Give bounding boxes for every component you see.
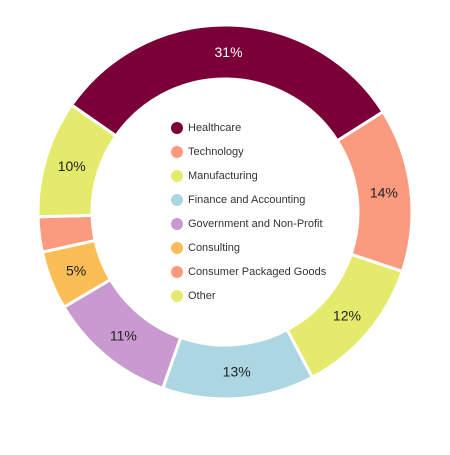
legend-swatch <box>171 242 183 254</box>
legend-swatch <box>171 122 183 134</box>
legend-swatch <box>171 146 183 158</box>
legend: Healthcare Technology Manufacturing Finance… <box>171 122 327 302</box>
legend-swatch <box>171 266 183 278</box>
legend-item: Consumer Packaged Goods <box>171 266 327 278</box>
slice-labels-layer: 31% 14% 12% 13% 11% 5% 10% <box>58 44 398 380</box>
slice-label-healthcare: 31% <box>215 44 243 60</box>
slice-label-government-and-non-profit: 11% <box>110 328 137 344</box>
legend-label: Government and Non-Profit <box>188 218 323 230</box>
legend-item: Healthcare <box>171 122 241 134</box>
legend-item: Other <box>171 290 216 302</box>
legend-swatch <box>171 170 183 182</box>
legend-item: Technology <box>171 146 244 158</box>
legend-label: Consumer Packaged Goods <box>188 266 327 278</box>
legend-item: Manufacturing <box>171 170 258 182</box>
legend-item: Finance and Accounting <box>171 194 305 206</box>
legend-label: Manufacturing <box>188 170 258 182</box>
legend-label: Healthcare <box>188 122 241 134</box>
slice-other <box>36 102 119 219</box>
legend-label: Consulting <box>188 242 240 254</box>
slice-label-other: 10% <box>58 158 86 174</box>
legend-item: Government and Non-Profit <box>171 218 323 230</box>
legend-label: Other <box>188 290 216 302</box>
legend-swatch <box>171 194 183 206</box>
slice-label-consulting: 5% <box>66 263 86 279</box>
slices-layer <box>36 23 414 401</box>
slice-label-technology: 14% <box>370 185 398 201</box>
legend-swatch <box>171 218 183 230</box>
legend-label: Finance and Accounting <box>188 194 305 206</box>
legend-label: Technology <box>188 146 244 158</box>
legend-swatch <box>171 290 183 302</box>
slice-label-manufacturing: 12% <box>333 308 361 324</box>
legend-item: Consulting <box>171 242 240 254</box>
slice-healthcare <box>69 23 386 143</box>
slice-label-finance-and-accounting: 13% <box>223 364 251 380</box>
